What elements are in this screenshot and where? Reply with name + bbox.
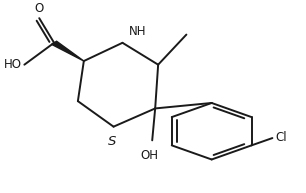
Text: S: S [108,135,116,148]
Text: O: O [35,2,44,14]
Text: OH: OH [140,149,158,162]
Polygon shape [52,41,84,61]
Text: HO: HO [3,58,21,71]
Text: NH: NH [129,25,146,38]
Text: Cl: Cl [275,131,287,144]
